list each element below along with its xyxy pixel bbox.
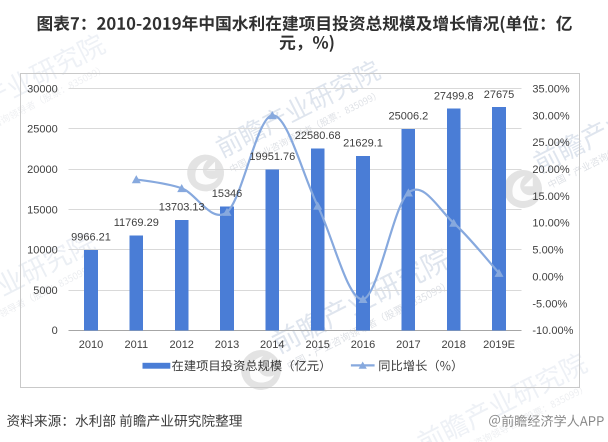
svg-text:2012: 2012 [169, 339, 193, 351]
svg-text:35.00%: 35.00% [532, 83, 570, 95]
svg-text:20000: 20000 [27, 164, 58, 176]
svg-text:2011: 2011 [124, 339, 148, 351]
svg-text:25.00%: 25.00% [532, 137, 570, 149]
svg-text:11769.29: 11769.29 [114, 217, 159, 229]
svg-text:20.00%: 20.00% [532, 164, 570, 176]
svg-text:2019E: 2019E [483, 339, 515, 351]
svg-text:13703.13: 13703.13 [159, 202, 205, 214]
svg-text:27499.8: 27499.8 [434, 90, 474, 102]
svg-text:5.00%: 5.00% [532, 245, 563, 257]
svg-text:27675: 27675 [484, 89, 515, 101]
svg-text:21629.1: 21629.1 [343, 138, 383, 150]
svg-text:19951.76: 19951.76 [249, 151, 295, 163]
svg-text:15000: 15000 [27, 204, 58, 216]
svg-text:2016: 2016 [351, 339, 375, 351]
svg-text:10.00%: 10.00% [532, 218, 570, 230]
svg-text:22580.68: 22580.68 [295, 130, 341, 142]
svg-text:10000: 10000 [27, 245, 58, 257]
svg-text:-5.00%: -5.00% [532, 298, 567, 310]
svg-text:5000: 5000 [33, 285, 57, 297]
svg-text:9966.21: 9966.21 [71, 232, 111, 244]
svg-text:30.00%: 30.00% [532, 110, 570, 122]
svg-text:2010: 2010 [79, 339, 103, 351]
svg-text:15346: 15346 [212, 188, 243, 200]
svg-text:2014: 2014 [260, 339, 284, 351]
svg-text:30000: 30000 [27, 83, 58, 95]
svg-text:25000: 25000 [27, 124, 58, 136]
svg-text:0.00%: 0.00% [532, 272, 563, 284]
svg-text:2015: 2015 [305, 339, 329, 351]
svg-text:15.00%: 15.00% [532, 191, 570, 203]
svg-text:2013: 2013 [215, 339, 239, 351]
svg-text:-10.00%: -10.00% [532, 325, 573, 337]
svg-text:25006.2: 25006.2 [389, 110, 429, 122]
svg-text:2017: 2017 [396, 339, 420, 351]
svg-text:0: 0 [52, 325, 58, 337]
svg-text:2018: 2018 [441, 339, 465, 351]
